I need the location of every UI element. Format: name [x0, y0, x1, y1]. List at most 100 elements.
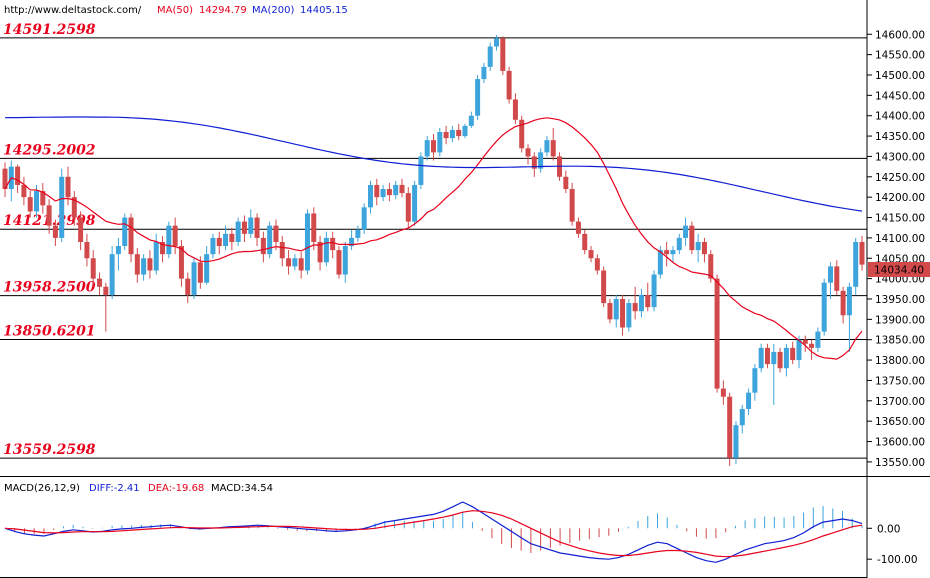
candle-body — [462, 125, 468, 137]
candle-body — [720, 388, 726, 397]
candle-body — [267, 225, 273, 255]
y-tick-label: 14250.00 — [875, 172, 925, 184]
candle-body — [783, 347, 789, 369]
candle-body — [525, 148, 531, 157]
candle-body — [273, 225, 279, 242]
candle-body — [248, 217, 254, 234]
candle-body — [512, 99, 518, 120]
candle-body — [771, 351, 777, 365]
macd-value: MACD:34.54 — [211, 483, 273, 494]
candle-body — [21, 184, 27, 198]
candle-body — [437, 132, 443, 153]
candle-body — [620, 298, 626, 328]
candle-body — [210, 237, 216, 255]
candle-body — [241, 221, 247, 234]
candle-body — [695, 241, 701, 251]
candle-body — [575, 221, 581, 234]
candle-body — [59, 176, 65, 238]
candle-body — [821, 282, 827, 332]
ma200-value: 14405.15 — [300, 5, 348, 16]
macd-dea-line — [4, 510, 863, 558]
candle-body — [601, 270, 607, 304]
candle-body — [279, 241, 285, 259]
candle-body — [361, 207, 367, 230]
candle-body — [500, 38, 506, 71]
level-label: 13958.2500 — [3, 280, 96, 296]
site-url: http://www.deltastock.com/ — [4, 5, 142, 16]
ma200-label: MA(200) — [252, 5, 294, 16]
candle-body — [588, 250, 594, 259]
candle-body — [323, 237, 329, 263]
candle-body — [65, 176, 71, 198]
y-tick-label: 14550.00 — [875, 50, 925, 62]
candle-body — [386, 189, 392, 196]
y-tick-label: 13900.00 — [875, 314, 925, 326]
candle-body — [115, 246, 121, 255]
candle-body — [777, 351, 783, 369]
candle-body — [815, 331, 821, 348]
candle-body — [311, 213, 317, 242]
candle-body — [683, 225, 689, 238]
candle-body — [626, 303, 632, 328]
candle-body — [487, 46, 493, 67]
candle-body — [286, 258, 292, 267]
candle-body — [393, 184, 399, 196]
y-tick-label: 14350.00 — [875, 131, 925, 143]
candle-body — [90, 258, 96, 279]
candle-body — [708, 254, 714, 279]
candle-body — [418, 156, 424, 185]
candle-body — [834, 266, 840, 291]
candle-body — [349, 237, 355, 247]
candle-body — [632, 303, 638, 312]
y-tick-label: 13550.00 — [875, 457, 925, 469]
last-price-label: 14034.40 — [874, 265, 924, 277]
candle-body — [298, 258, 304, 271]
candle-body — [216, 237, 222, 247]
last-price-tag — [868, 262, 930, 277]
candle-body — [78, 217, 84, 242]
candle-body — [355, 229, 361, 238]
level-label: 13850.6201 — [3, 323, 96, 339]
candle-body — [367, 184, 373, 208]
candle-body — [431, 140, 436, 153]
ma200-line — [4, 116, 863, 212]
candle-body — [109, 254, 115, 295]
candle-body — [544, 140, 550, 153]
candle-body — [40, 191, 46, 206]
candle-body — [141, 258, 147, 275]
candle-body — [374, 184, 380, 198]
candle-body — [254, 217, 260, 238]
candle-body — [764, 347, 770, 365]
candle-body — [229, 233, 235, 242]
y-tick-label: 13750.00 — [875, 375, 925, 387]
candle-body — [594, 258, 600, 271]
y-tick-label: 14400.00 — [875, 111, 925, 123]
candle-body — [701, 241, 707, 255]
candle-body — [34, 191, 40, 212]
candle-body — [859, 241, 865, 265]
candle-body — [506, 70, 512, 100]
y-tick-label: 13950.00 — [875, 294, 925, 306]
candle-body — [52, 225, 58, 238]
candle-body — [122, 217, 128, 247]
candle-body — [846, 286, 852, 316]
candle-body — [405, 193, 411, 222]
y-tick-label: 13850.00 — [875, 335, 925, 347]
candle-body — [172, 225, 178, 247]
macd-dea: DEA:-19.68 — [148, 483, 204, 494]
candle-body — [670, 250, 676, 255]
candle-body — [178, 246, 184, 279]
candle-body — [790, 347, 796, 361]
level-label: 14591.2598 — [3, 22, 96, 38]
candle-body — [128, 217, 134, 255]
candle-body — [166, 225, 172, 255]
candle-body — [651, 274, 657, 308]
candle-body — [2, 168, 8, 190]
candle-body — [424, 140, 430, 157]
candle-body — [97, 278, 103, 287]
y-tick-label: 14150.00 — [875, 213, 925, 225]
candle-body — [317, 241, 323, 263]
y-tick-label: 13700.00 — [875, 396, 925, 408]
candle-body — [399, 184, 405, 194]
